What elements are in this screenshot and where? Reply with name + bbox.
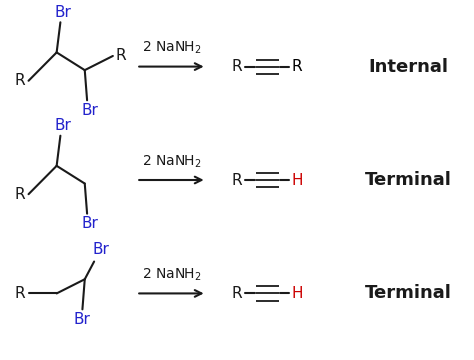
Text: R: R xyxy=(116,49,127,63)
Text: 2 NaNH$_2$: 2 NaNH$_2$ xyxy=(142,40,201,57)
Text: H: H xyxy=(291,172,303,188)
Text: 2 NaNH$_2$: 2 NaNH$_2$ xyxy=(142,267,201,283)
Text: R: R xyxy=(232,286,242,301)
Text: H: H xyxy=(291,286,303,301)
Text: R: R xyxy=(232,172,242,188)
Text: Terminal: Terminal xyxy=(365,171,451,189)
Text: 2 NaNH$_2$: 2 NaNH$_2$ xyxy=(142,153,201,170)
Text: R: R xyxy=(292,59,302,74)
Text: R: R xyxy=(15,286,26,301)
Text: R: R xyxy=(15,73,26,88)
Text: Internal: Internal xyxy=(368,58,448,76)
Text: Br: Br xyxy=(81,216,98,231)
Text: Br: Br xyxy=(74,312,91,327)
Text: Br: Br xyxy=(55,118,71,133)
Text: Terminal: Terminal xyxy=(365,284,451,302)
Text: Br: Br xyxy=(55,5,71,20)
Text: R: R xyxy=(232,59,242,74)
Text: Br: Br xyxy=(93,242,109,257)
Text: Br: Br xyxy=(81,103,98,118)
Text: R: R xyxy=(15,187,26,202)
